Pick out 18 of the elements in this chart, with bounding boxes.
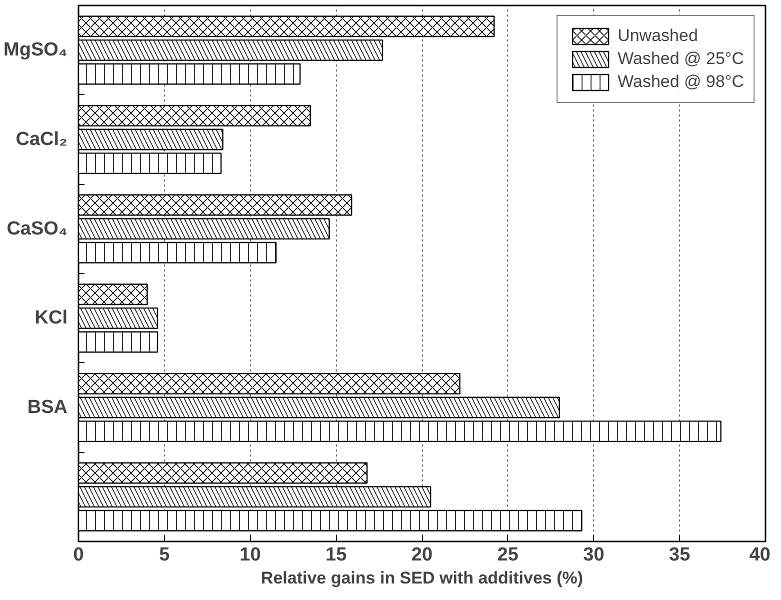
x-tick-label: 10 xyxy=(240,544,261,566)
x-tick-label: 40 xyxy=(749,544,771,566)
y-tick-label: MgSO₄ xyxy=(4,40,68,61)
legend-label: Washed @ 98°C xyxy=(618,72,744,92)
x-tick-label: 20 xyxy=(411,544,433,566)
y-tick-label: KCl xyxy=(34,308,68,329)
legend-label: Unwashed xyxy=(618,26,698,46)
legend-label: Washed @ 25°C xyxy=(618,49,744,69)
x-tick-label: 30 xyxy=(583,544,604,566)
x-tick-label: 5 xyxy=(159,544,170,566)
x-tick-label: 35 xyxy=(669,544,691,566)
x-tick-label: 25 xyxy=(497,544,519,566)
y-tick-label: BSA xyxy=(27,397,68,418)
x-tick-label: 0 xyxy=(73,544,84,566)
y-tick-label: CaSO₄ xyxy=(6,218,68,240)
x-axis-title: Relative gains in SED with additives (%) xyxy=(260,568,584,588)
x-tick-label: 15 xyxy=(326,544,348,566)
y-tick-label: CaCl₂ xyxy=(16,129,68,150)
